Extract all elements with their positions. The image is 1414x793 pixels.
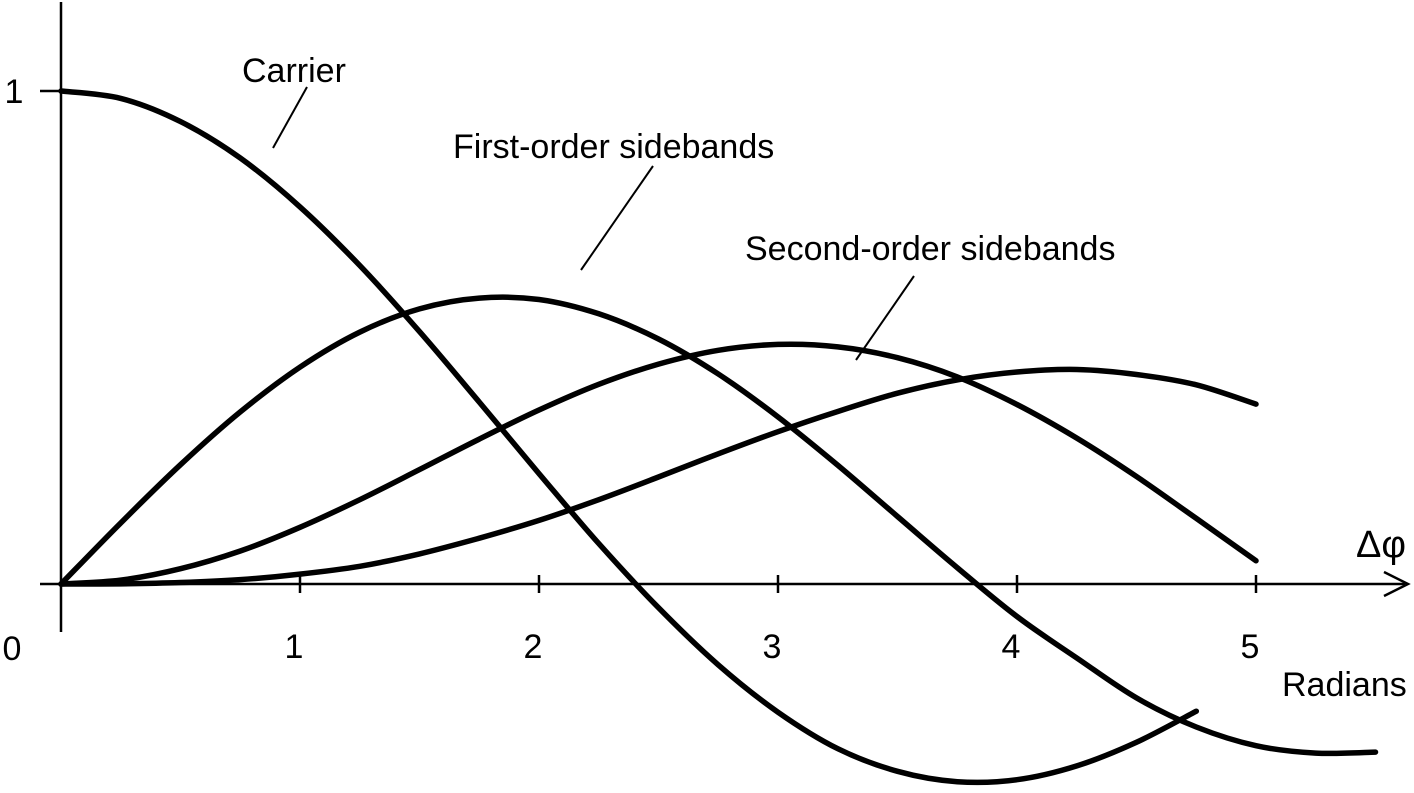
y-tick-label-1: 1 bbox=[5, 73, 24, 111]
x-tick-label-5: 5 bbox=[1241, 628, 1260, 666]
annotations: Carrier First-order sidebands Second-ord… bbox=[242, 52, 1407, 704]
tick-labels: 0 1 2 3 4 5 1 bbox=[3, 73, 1260, 668]
carrier-leader-line bbox=[272, 86, 308, 149]
x-tick-label-2: 2 bbox=[524, 628, 543, 666]
x-tick-label-4: 4 bbox=[1002, 628, 1021, 666]
second-order-leader-line bbox=[855, 275, 915, 361]
x-tick-label-0: 0 bbox=[3, 630, 22, 668]
first-order-sidebands-label: First-order sidebands bbox=[453, 128, 774, 166]
x-tick-label-3: 3 bbox=[763, 628, 782, 666]
carrier-curve bbox=[58, 88, 1200, 786]
x-tick-label-1: 1 bbox=[285, 628, 304, 666]
first-order-sidebands-curve bbox=[58, 294, 1379, 757]
x-axis-symbol: Δφ bbox=[1356, 524, 1406, 566]
carrier-label: Carrier bbox=[242, 52, 346, 90]
x-axis-arrowhead bbox=[1383, 570, 1411, 598]
second-order-sidebands-curve bbox=[58, 341, 1259, 587]
third-order-sidebands-curve bbox=[58, 366, 1259, 587]
ticks bbox=[40, 89, 1258, 593]
second-order-sidebands-label: Second-order sidebands bbox=[745, 230, 1115, 268]
first-order-leader-line bbox=[580, 165, 654, 271]
x-axis-label: Radians bbox=[1282, 666, 1407, 704]
axes bbox=[40, 2, 1411, 632]
curves bbox=[58, 88, 1379, 786]
